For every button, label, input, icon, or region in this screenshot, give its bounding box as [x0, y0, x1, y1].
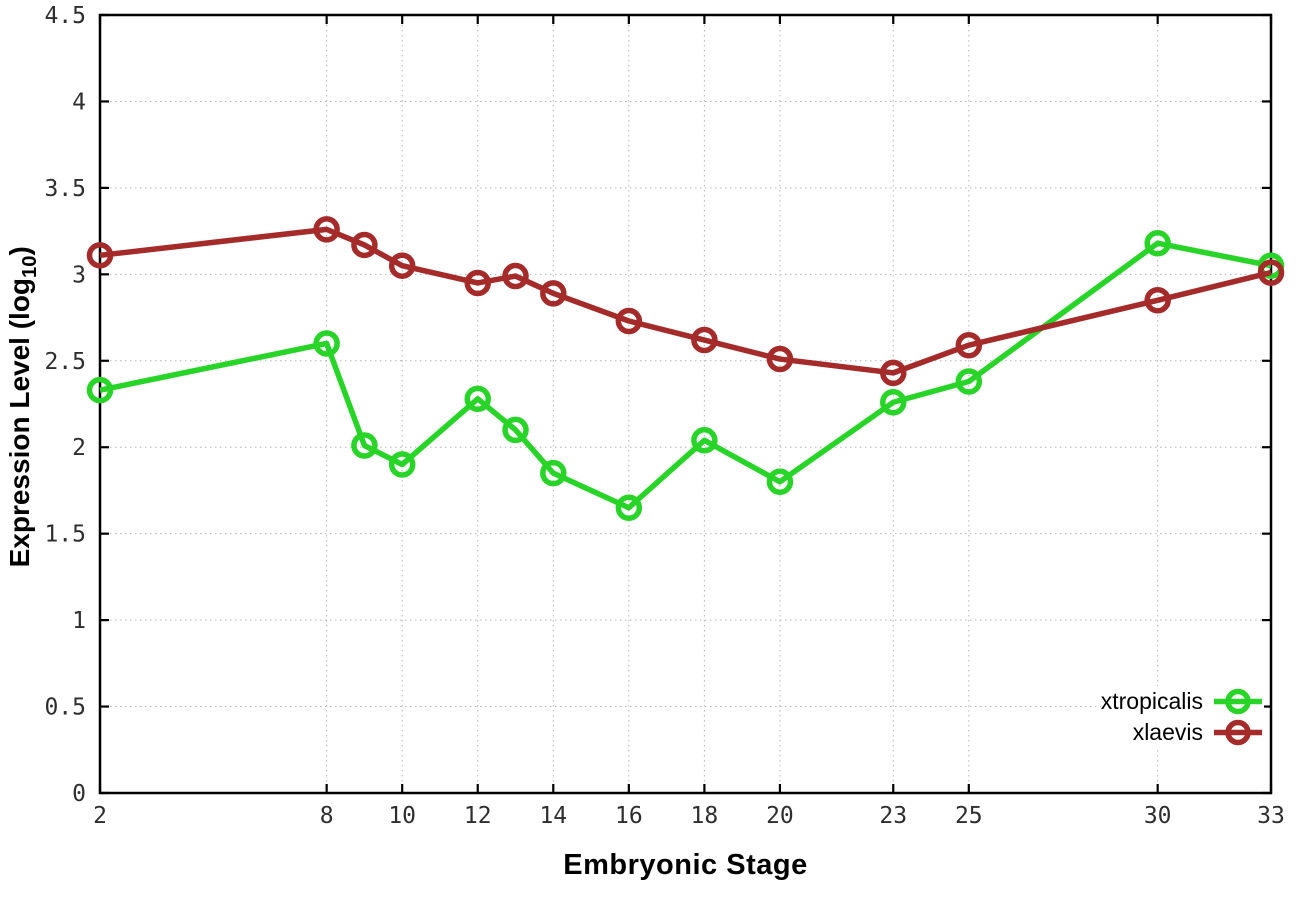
legend-label-xtropicalis: xtropicalis: [1100, 688, 1203, 714]
x-axis-title: Embryonic Stage: [563, 849, 808, 881]
data-point-xtropicalis: [691, 427, 718, 454]
series-xlaevis: [86, 216, 1285, 387]
y-axis-title-close: ): [4, 246, 36, 256]
x-tick-label: 18: [691, 803, 719, 829]
y-axis-title-text: Expression Level (log: [4, 277, 36, 568]
data-point-xtropicalis: [766, 468, 794, 496]
x-tick-label: 12: [464, 803, 492, 829]
y-tick-label: 1.5: [44, 522, 86, 548]
data-point-xlaevis: [388, 252, 416, 279]
tick-marks: [98, 13, 1273, 795]
data-point-xtropicalis: [464, 385, 491, 413]
y-tick-label: 3: [72, 262, 86, 288]
legend-item-xlaevis: xlaevis: [1101, 717, 1264, 748]
legend-marker-xlaevis: [1214, 719, 1262, 746]
data-point-xlaevis: [691, 326, 718, 354]
data-point-xtropicalis: [502, 416, 529, 444]
data-point-xlaevis: [766, 345, 794, 373]
x-tick-label: 2: [93, 803, 107, 829]
legend: xtropicalis xlaevis: [1100, 686, 1264, 748]
x-tick-label: 25: [955, 803, 983, 829]
data-point-xtropicalis: [388, 451, 416, 478]
plot-border: [98, 13, 1273, 795]
y-tick-label: 2: [72, 435, 86, 461]
x-tick-label: 8: [320, 803, 334, 829]
y-axis-title-subscript: 10: [18, 255, 41, 278]
gridlines: [99, 14, 1272, 794]
data-point-xtropicalis: [351, 432, 378, 459]
x-tick-label: 10: [388, 803, 416, 829]
y-tick-label: 4: [72, 89, 86, 115]
data-point-xlaevis: [86, 242, 114, 269]
data-point-xtropicalis: [615, 494, 643, 521]
x-tick-label: 30: [1144, 803, 1172, 829]
x-tick-label: 23: [879, 803, 907, 829]
series-line-xtropicalis: [99, 240, 1272, 511]
series-xtropicalis: [86, 229, 1285, 521]
y-tick-label: 0: [72, 781, 86, 807]
data-point-xlaevis: [540, 280, 567, 307]
data-point-xtropicalis: [1144, 229, 1171, 257]
data-point-xtropicalis: [880, 389, 907, 416]
data-point-xlaevis: [1257, 259, 1285, 286]
data-point-xtropicalis: [313, 330, 340, 357]
data-point-xtropicalis: [540, 459, 567, 487]
x-tick-label: 16: [615, 803, 643, 829]
data-point-xtropicalis: [955, 368, 983, 395]
y-axis-title: Expression Level (log10): [4, 107, 42, 707]
tick-labels: 2 8 10 12 14 16 18 20 23 25 30 33 0 0.5 1 1.5 2 2.5 3 3.5 4 4…: [44, 3, 1284, 829]
legend-item-xtropicalis: xtropicalis: [1101, 686, 1264, 717]
data-point-xlaevis: [351, 231, 378, 259]
data-point-xlaevis: [1144, 287, 1171, 314]
x-tick-label: 33: [1257, 803, 1285, 829]
y-tick-label: 0.5: [44, 695, 86, 721]
data-point-xlaevis: [313, 216, 340, 243]
data-point-xlaevis: [880, 359, 907, 387]
legend-marker-xtropicalis: [1214, 688, 1262, 715]
y-tick-label: 1: [72, 608, 86, 634]
series-line-xlaevis: [99, 226, 1272, 376]
data-point-xtropicalis: [86, 376, 114, 404]
data-point-xlaevis: [502, 262, 529, 290]
x-tick-label: 20: [766, 803, 794, 829]
data-point-xlaevis: [464, 269, 491, 297]
data-point-xlaevis: [615, 307, 643, 335]
legend-label-xlaevis: xlaevis: [1132, 719, 1203, 745]
data-point-xlaevis: [955, 331, 983, 359]
x-tick-label: 14: [539, 803, 567, 829]
y-tick-label: 4.5: [44, 3, 86, 29]
y-tick-label: 3.5: [44, 176, 86, 202]
y-tick-label: 2.5: [44, 349, 86, 375]
